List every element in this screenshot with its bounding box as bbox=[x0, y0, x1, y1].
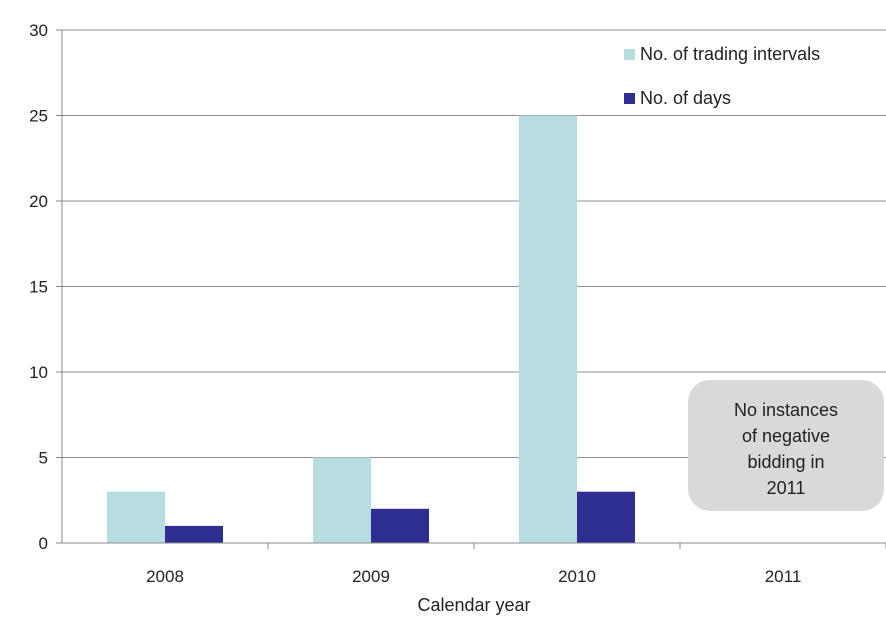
axes bbox=[61, 30, 886, 544]
y-tick-label: 15 bbox=[29, 278, 48, 297]
bar-days-2010 bbox=[577, 491, 635, 543]
x-tick-label: 2009 bbox=[352, 567, 390, 586]
annotation-line: No instances bbox=[734, 400, 838, 420]
bar-days-2008 bbox=[165, 525, 223, 543]
bar-trading-intervals-2009 bbox=[313, 457, 371, 543]
x-tick-labels: 2008 2009 2010 2011 bbox=[146, 567, 801, 586]
y-tick-labels: 0 5 10 15 20 25 30 bbox=[29, 21, 48, 553]
y-tick-label: 0 bbox=[39, 534, 48, 553]
gridlines bbox=[56, 29, 886, 549]
y-tick-label: 20 bbox=[29, 192, 48, 211]
bar-trading-intervals-2010 bbox=[519, 115, 577, 543]
annotation-line: of negative bbox=[742, 426, 830, 446]
x-axis-title: Calendar year bbox=[417, 595, 530, 615]
bar-trading-intervals-2008 bbox=[107, 491, 165, 543]
legend-label: No. of days bbox=[640, 88, 731, 108]
legend-swatch bbox=[624, 49, 635, 60]
annotation-line: 2011 bbox=[767, 478, 806, 498]
legend: No. of trading intervals No. of days bbox=[624, 44, 820, 108]
y-tick-label: 5 bbox=[39, 449, 48, 468]
legend-swatch bbox=[624, 93, 635, 104]
legend-label: No. of trading intervals bbox=[640, 44, 820, 64]
x-tick-label: 2008 bbox=[146, 567, 184, 586]
y-tick-label: 10 bbox=[29, 363, 48, 382]
bar-days-2009 bbox=[371, 508, 429, 543]
x-tick-label: 2010 bbox=[558, 567, 596, 586]
annotation-line: bidding in bbox=[747, 452, 824, 472]
annotation-background bbox=[688, 380, 884, 511]
annotation-box: No instances of negative bidding in 2011 bbox=[688, 380, 884, 511]
y-tick-label: 25 bbox=[29, 107, 48, 126]
bars bbox=[107, 115, 635, 543]
y-tick-label: 30 bbox=[29, 21, 48, 40]
x-tick-label: 2011 bbox=[765, 567, 802, 586]
